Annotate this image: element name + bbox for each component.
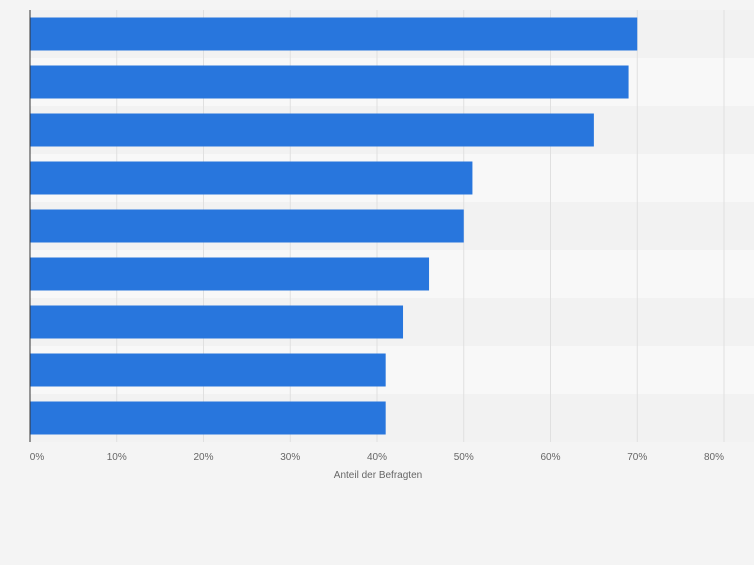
x-tick-label: 0% [30,452,45,463]
bar[interactable] [30,17,638,51]
x-tick-label: 40% [367,452,387,463]
x-tick-label: 50% [454,452,474,463]
bar[interactable] [30,209,464,243]
x-tick-labels: 0% 10% 20% 30% 40% 50% 60% 70% 80% [30,452,724,463]
bar[interactable] [30,401,386,435]
x-tick-label: 10% [107,452,127,463]
x-tick-label: 70% [627,452,647,463]
x-tick-label: 60% [540,452,560,463]
bar[interactable] [30,113,594,147]
bar[interactable] [30,65,629,99]
bars [30,17,638,435]
bar[interactable] [30,161,473,195]
x-tick-label: 80% [704,452,724,463]
bar[interactable] [30,353,386,387]
bar[interactable] [30,305,404,339]
bar[interactable] [30,257,430,291]
x-tick-label: 20% [193,452,213,463]
x-axis-label: Anteil der Befragten [334,470,422,481]
x-tick-label: 30% [280,452,300,463]
